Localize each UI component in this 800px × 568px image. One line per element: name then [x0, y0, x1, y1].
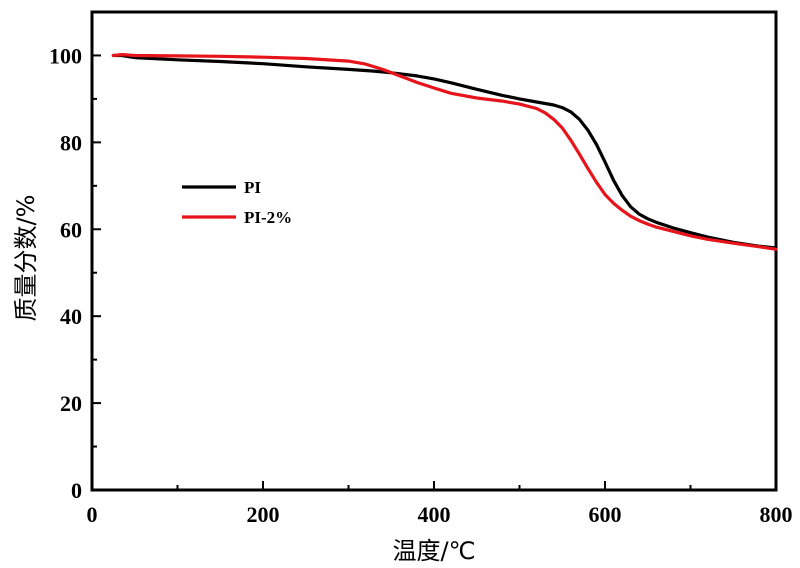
x-axis-title: 温度/℃ — [392, 537, 475, 565]
y-tick-label: 60 — [60, 217, 82, 242]
series-line-1 — [111, 52, 778, 251]
y-tick-label: 20 — [60, 391, 82, 416]
legend-label-1: PI-2% — [244, 208, 292, 227]
x-axis-ticks: 0 200 400 600 800 — [87, 481, 793, 527]
y-tick-label: 40 — [60, 304, 82, 329]
x-tick-label: 800 — [760, 502, 793, 527]
y-tick-label: 100 — [49, 43, 82, 68]
x-tick-label: 400 — [418, 502, 451, 527]
plot-frame — [90, 10, 778, 492]
x-tick-label: 600 — [589, 502, 622, 527]
legend-label-0: PI — [244, 178, 261, 197]
legend: PI PI-2% — [182, 178, 292, 227]
y-axis-ticks: 0 20 40 60 80 100 — [49, 43, 101, 503]
series-line-0 — [111, 53, 778, 250]
series-lines — [111, 52, 778, 251]
y-tick-label: 80 — [60, 130, 82, 155]
y-tick-label: 0 — [71, 478, 82, 503]
x-tick-label: 0 — [87, 502, 98, 527]
y-axis-title: 质量分数/% — [12, 195, 40, 322]
x-tick-label: 200 — [247, 502, 280, 527]
